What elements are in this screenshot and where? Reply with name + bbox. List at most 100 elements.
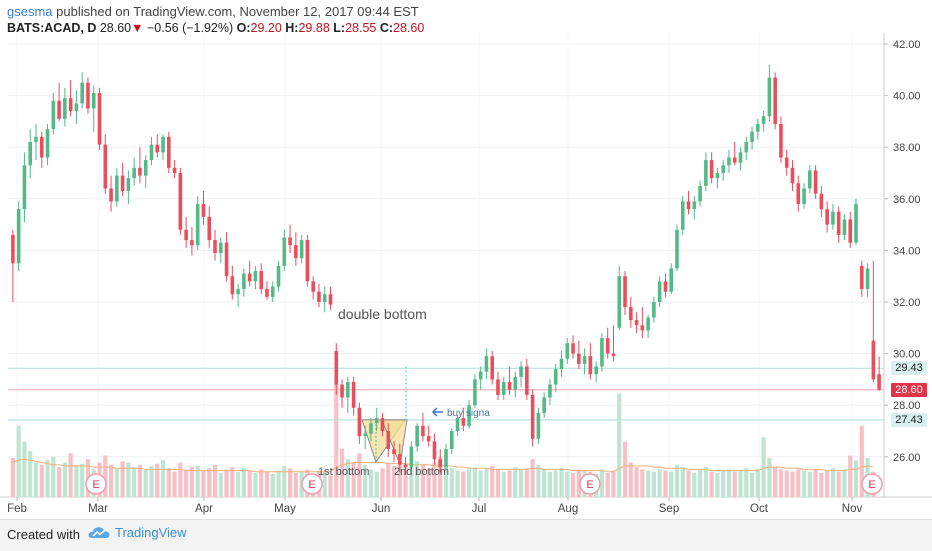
volume-bar [386,462,391,497]
earnings-marker-circle [301,473,323,495]
volume-bar [426,469,431,497]
volume-bar [74,465,79,497]
volume-bar [617,393,622,497]
candle-body [97,93,102,145]
earnings-marker: E [85,473,107,495]
candle-body [542,397,546,413]
volume-bar [334,382,339,497]
candle-body [311,281,315,292]
volume-bar [749,472,755,497]
symbol-label: BATS:ACAD, D [7,21,97,35]
volume-bar [738,470,743,497]
volume-bar [490,465,495,497]
volume-bar [368,469,374,497]
earnings-marker-circle [861,473,883,495]
candle-body [617,276,622,328]
time-axis[interactable]: Feb Mar Apr May Jun Jul Aug Sep Oct Nov [7,497,862,515]
author-link[interactable]: gsesma [7,4,53,19]
earnings-marker: E [301,473,323,495]
candle-body [57,100,61,119]
volume-bar [247,470,252,497]
candle-body [167,136,171,168]
volume-bar [796,469,801,497]
volume-bars [10,382,876,497]
volume-bar [293,472,298,497]
candle-body [363,433,367,437]
volume-bar [189,467,194,497]
candle-body [548,384,552,398]
earnings-marker-circle [579,473,601,495]
volume-bar [351,462,356,497]
candle-body [28,142,33,166]
candle-body [444,449,448,468]
x-tick-label: Nov [842,503,863,515]
price-level-lines [8,367,884,421]
candle-body [825,209,829,225]
y-tick-label: 30.00 [893,349,921,361]
volume-bar [773,467,778,497]
volume-bar [172,471,177,497]
x-tick-label: Aug [558,503,578,515]
candle-body [478,371,483,380]
volume-bar [767,457,772,497]
ohlc-line: BATS:ACAD, D 28.60▼ −0.56 (−1.92%) O:29.… [7,20,917,36]
volume-bar [703,467,708,497]
candle-body [831,211,835,225]
candle-body [461,418,466,426]
candle-body [571,343,575,354]
candle-body [623,276,627,308]
y-tick-label: 34.00 [893,245,921,257]
volume-bar [553,470,558,497]
volume-bar [784,470,789,497]
volume-bar [744,468,749,497]
candle-body [374,418,379,424]
high-value: 29.88 [298,21,330,35]
candle-body [530,394,535,439]
volume-bar [461,471,466,497]
candle-body [51,100,56,130]
volume-bar [455,470,460,497]
volume-bar [68,453,73,497]
volume-bar [126,462,131,497]
candle-body [317,291,321,302]
volume-bar [51,456,56,497]
candle-body [836,211,841,235]
volume-bar [443,465,449,497]
candle-body [484,356,489,372]
volume-bar [484,468,489,497]
high-label: H: [285,21,299,35]
candle-body [738,152,743,163]
last-price: 28.60 [99,21,132,35]
volume-bar [565,471,570,497]
candle-body [877,374,881,390]
price-change: −0.56 (−1.92%) [146,21,234,35]
candle-body [230,276,235,295]
volume-bar [62,462,67,497]
pattern-label: double bottom [338,306,427,322]
candle-body [761,116,766,124]
candle-body [149,144,154,161]
candle-body [184,229,188,241]
volume-bar [195,465,200,497]
published-text: published on TradingView.com, November 1… [56,4,419,19]
volume-bar [726,469,732,497]
price-axis[interactable]: 42.00 40.00 38.00 36.00 34.00 32.00 30.00 28.00… [884,39,921,464]
volume-bar [438,456,443,497]
tradingview-logo[interactable]: TradingView [88,525,187,540]
volume-bar [241,468,246,497]
volume-bar [524,468,529,497]
x-tick-label: May [274,503,296,515]
volume-bar [495,469,501,497]
publish-line: gsesma published on TradingView.com, Nov… [7,3,917,20]
candle-body [605,338,610,354]
candle-body [415,425,419,447]
candle-body [808,170,812,189]
price-chart[interactable]: 42.00 40.00 38.00 36.00 34.00 32.00 30.00 28.00… [0,0,932,519]
first-bottom-label: 1st bottom [318,466,369,478]
volume-bar [230,467,235,497]
candle-body [536,412,541,439]
volume-bar [634,467,639,497]
candle-body [432,441,437,460]
candle-body [715,173,720,179]
volume-bar [501,471,506,497]
